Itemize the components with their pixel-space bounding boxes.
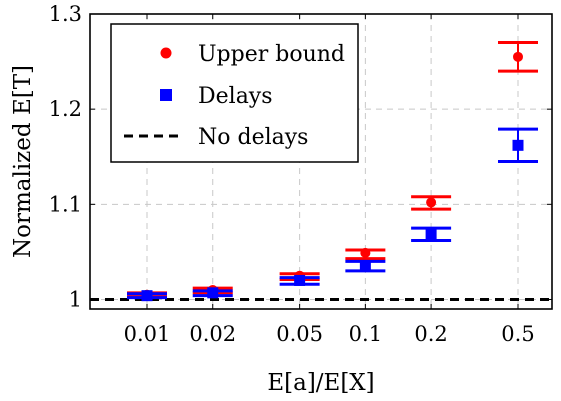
upper-bound-marker <box>426 197 437 208</box>
x-tick-label: 0.05 <box>276 322 323 346</box>
delays-point-group <box>192 287 233 299</box>
delays-marker <box>141 290 153 302</box>
x-tick-label: 0.01 <box>124 322 171 346</box>
delays-marker <box>359 260 371 272</box>
y-axis-label: Normalized E[T] <box>10 65 36 258</box>
delays-point-group <box>279 274 320 286</box>
delays-point-group <box>345 259 386 273</box>
y-tick-label: 1 <box>69 287 82 311</box>
y-tick-label: 1.3 <box>49 2 82 26</box>
delays-point-group <box>411 226 452 242</box>
ticks: 0.01 0.02 0.05 0.1 0.2 0.5 1 1.1 1.2 1.3 <box>49 2 552 346</box>
x-tick-label: 0.02 <box>189 322 236 346</box>
legend-no-delays-label: No delays <box>198 125 308 150</box>
x-tick-label: 0.5 <box>501 322 534 346</box>
legend-upper-bound-label: Upper bound <box>198 42 345 67</box>
legend-upper-bound-swatch <box>160 47 172 59</box>
upper-bound-marker <box>360 247 371 258</box>
delays-marker <box>512 139 524 151</box>
legend: Upper bound Delays No delays <box>110 23 359 163</box>
x-tick-label: 0.1 <box>349 322 382 346</box>
delays-point-group <box>498 127 538 163</box>
series-layer <box>90 41 552 302</box>
delays-point-group <box>127 290 167 302</box>
delays-marker <box>207 287 219 299</box>
x-tick-label: 0.2 <box>414 322 447 346</box>
upper-bound-point-group <box>498 41 538 73</box>
axis-labels: E[a]/E[X] Normalized E[T] <box>10 65 375 396</box>
legend-delays-label: Delays <box>198 84 273 109</box>
legend-delays-swatch <box>160 89 172 101</box>
plot-frame <box>89 13 553 310</box>
upper-bound-marker <box>513 51 523 62</box>
y-tick-label: 1.2 <box>49 97 82 121</box>
upper-bound-point-group <box>411 195 452 211</box>
delays-marker <box>294 274 306 286</box>
upper-bound-point-group <box>345 247 386 261</box>
delays-marker <box>425 229 437 241</box>
x-axis-label: E[a]/E[X] <box>267 370 374 396</box>
legend-box <box>110 23 359 163</box>
y-tick-label: 1.1 <box>49 192 82 216</box>
